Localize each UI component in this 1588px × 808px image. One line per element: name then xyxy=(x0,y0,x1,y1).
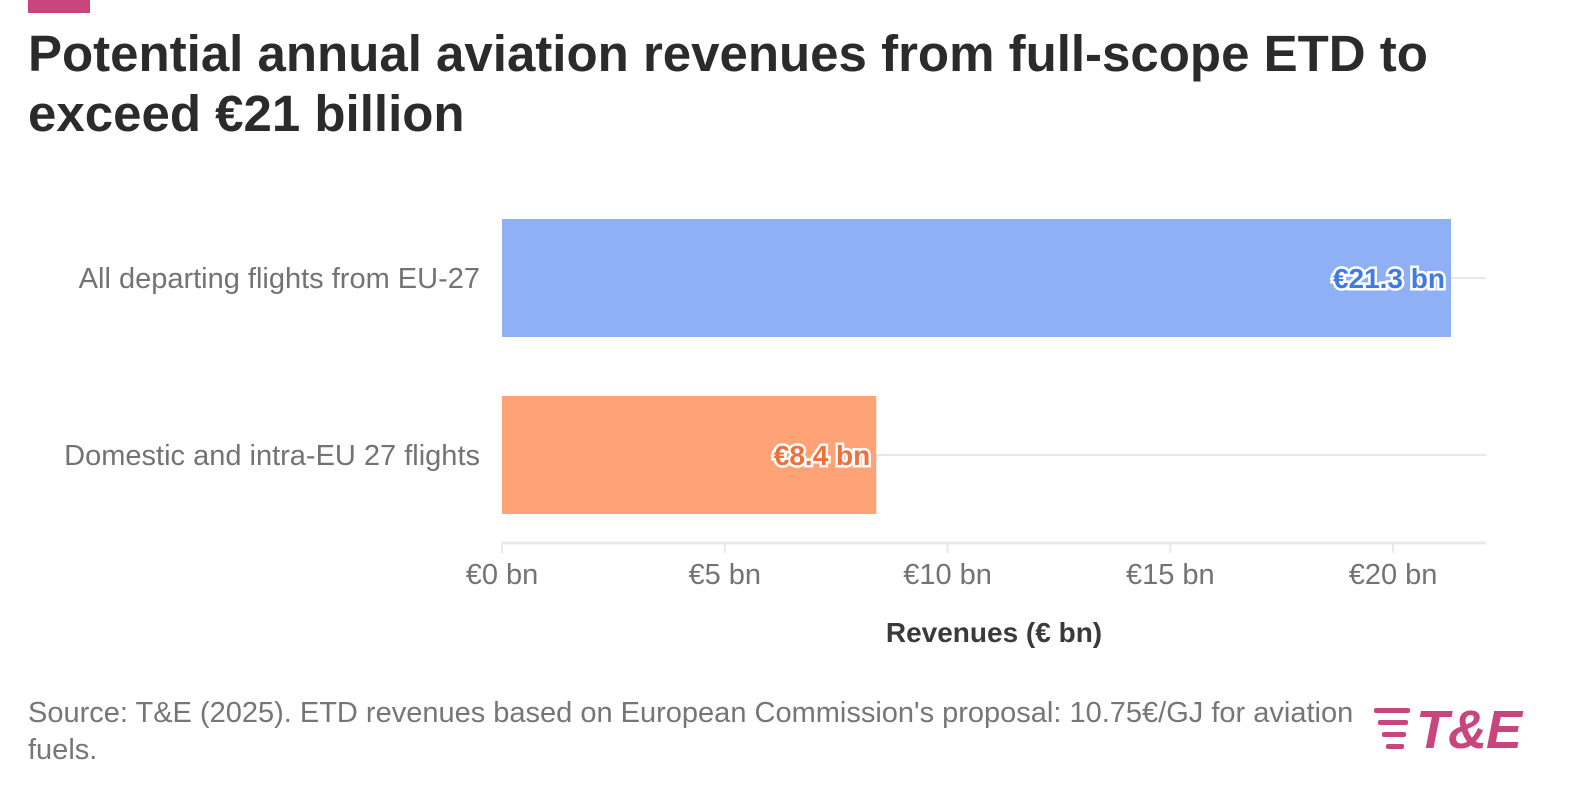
x-tick-label: €5 bn xyxy=(688,559,761,591)
bar-chart: All departing flights from EU-27 €21.3 bn… xyxy=(64,219,1486,648)
x-tick-label: €0 bn xyxy=(466,559,539,591)
x-tick-label: €20 bn xyxy=(1349,559,1438,591)
accent-bar xyxy=(28,0,90,13)
bar xyxy=(502,219,1451,337)
logo-stripe xyxy=(1374,708,1410,713)
x-tick-label: €10 bn xyxy=(903,559,992,591)
category-label: Domestic and intra-EU 27 flights xyxy=(64,440,480,472)
logo-stripe xyxy=(1378,720,1408,725)
te-logo: T&E xyxy=(1368,700,1548,760)
chart-title: Potential annual aviation revenues from … xyxy=(28,25,1428,142)
bar xyxy=(502,396,877,514)
logo-stripe xyxy=(1382,732,1406,737)
source-note: Source: T&E (2025). ETD revenues based o… xyxy=(28,697,1354,766)
logo-text: T&E xyxy=(1416,700,1522,760)
x-tick-label: €15 bn xyxy=(1126,559,1215,591)
category-label: All departing flights from EU-27 xyxy=(79,263,480,295)
x-axis-title: Revenues (€ bn) xyxy=(886,617,1102,648)
data-label: €21.3 bn xyxy=(1333,263,1445,294)
data-label: €8.4 bn xyxy=(774,440,870,471)
logo-stripe xyxy=(1386,744,1404,749)
